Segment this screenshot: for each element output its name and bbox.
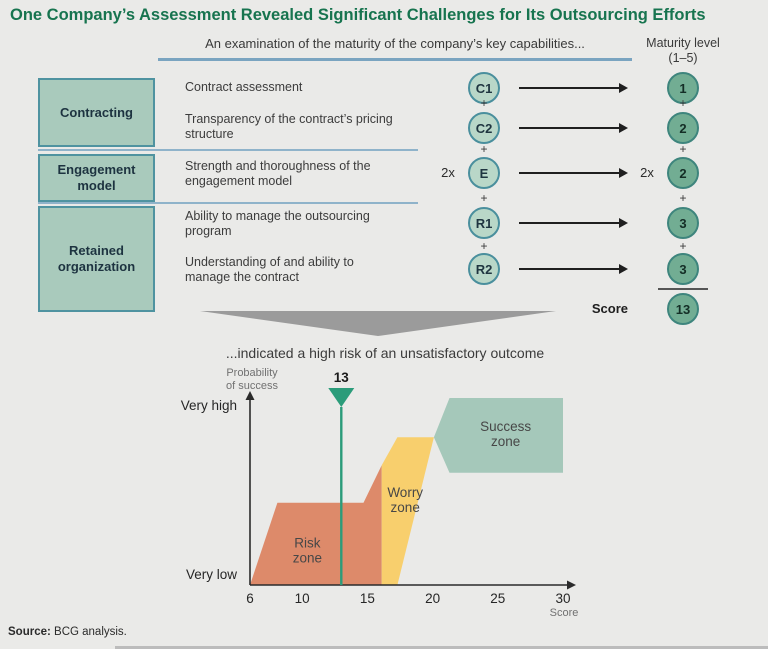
zone-label: zone: [491, 434, 520, 449]
section-separator: [38, 149, 418, 151]
maturity-level-title: Maturity level: [646, 36, 720, 50]
risk-zone-area: [250, 465, 382, 585]
success-zone-area: [433, 398, 563, 473]
connector-caption: ...indicated a high risk of an unsatisfa…: [225, 345, 545, 361]
page-title: One Company’s Assessment Revealed Signif…: [10, 6, 706, 24]
multiplier-label-right: 2x: [640, 165, 654, 180]
code-circle-r2: R2: [468, 253, 500, 285]
row-arrow-c1: [519, 83, 628, 93]
source-note: Source: BCG analysis.: [8, 626, 127, 638]
y-axis-title: Probability: [226, 367, 278, 379]
zone-label: Risk: [294, 535, 320, 550]
x-axis-arrowhead: [567, 580, 576, 590]
x-axis-title: Score: [550, 607, 579, 618]
x-tick-label: 30: [555, 591, 570, 606]
row-arrow-r2: [519, 264, 628, 274]
plus-sign: +: [480, 239, 488, 253]
capability-text: Understanding of and ability to manage t…: [185, 255, 354, 284]
x-tick-label: 6: [246, 591, 254, 606]
sum-line: [658, 288, 708, 290]
level-circle-1: 1: [667, 72, 699, 104]
score-label: Score: [591, 301, 628, 316]
x-tick-label: 10: [295, 591, 310, 606]
down-connector-arrow: [200, 311, 556, 336]
source-text: BCG analysis.: [50, 626, 127, 638]
plus-sign: +: [679, 96, 687, 110]
plus-sign: +: [679, 239, 687, 253]
capability-text: Contract assessment: [185, 80, 303, 94]
x-tick-label: 20: [425, 591, 440, 606]
multiplier-label-left: 2x: [441, 165, 455, 180]
plus-sign: +: [480, 96, 488, 110]
plus-sign: +: [679, 191, 687, 205]
y-axis-label-high: Very high: [181, 398, 237, 413]
score-total-circle: 13: [667, 293, 699, 325]
down-connector-arrow-shape: [200, 311, 556, 336]
y-axis-arrowhead: [245, 391, 255, 400]
group-box-contracting: Contracting: [38, 78, 155, 147]
level-circle-5: 3: [667, 253, 699, 285]
score-marker-label: 13: [334, 370, 350, 385]
group-label: Engagement model: [57, 162, 136, 193]
plus-sign: +: [679, 142, 687, 156]
source-label: Source:: [8, 626, 51, 638]
group-label: Contracting: [60, 104, 133, 120]
level-circle-4: 3: [667, 207, 699, 239]
zone-label: Success: [480, 419, 531, 434]
capability-text: Transparency of the contract’s pricing s…: [185, 112, 393, 141]
zone-label: zone: [391, 500, 420, 515]
score-marker-triangle: [328, 388, 355, 407]
worry-zone-area: [381, 437, 434, 585]
code-circle-c2: C2: [468, 112, 500, 144]
plus-sign: +: [480, 191, 488, 205]
plus-sign: +: [480, 142, 488, 156]
capability-text: Strength and thoroughness of the engagem…: [185, 159, 371, 188]
row-arrow-c2: [519, 123, 628, 133]
group-label: Retained organization: [57, 243, 136, 274]
maturity-level-range: (1–5): [668, 51, 698, 65]
level-circle-3: 2: [667, 157, 699, 189]
x-tick-label: 25: [490, 591, 505, 606]
y-axis-title: of success: [226, 380, 278, 392]
bottom-edge-strip: [115, 646, 768, 649]
code-circle-r1: R1: [468, 207, 500, 239]
group-box-engagement-model: Engagement model: [38, 154, 155, 202]
examination-underline: [158, 58, 632, 61]
row-arrow-r1: [519, 218, 628, 228]
level-circle-2: 2: [667, 112, 699, 144]
capability-text: Ability to manage the outsourcing progra…: [185, 209, 370, 238]
section-separator: [38, 202, 418, 204]
code-circle-c1: C1: [468, 72, 500, 104]
zone-label: Worry: [387, 485, 423, 500]
y-axis-label-low: Very low: [186, 567, 237, 582]
maturity-level-header: Maturity level (1–5): [638, 36, 728, 66]
row-arrow-e: [519, 168, 628, 178]
group-box-retained-organization: Retained organization: [38, 206, 155, 312]
x-tick-label: 15: [360, 591, 375, 606]
code-circle-e: E: [468, 157, 500, 189]
zone-label: zone: [293, 550, 322, 565]
examination-header: An examination of the maturity of the co…: [205, 36, 585, 51]
